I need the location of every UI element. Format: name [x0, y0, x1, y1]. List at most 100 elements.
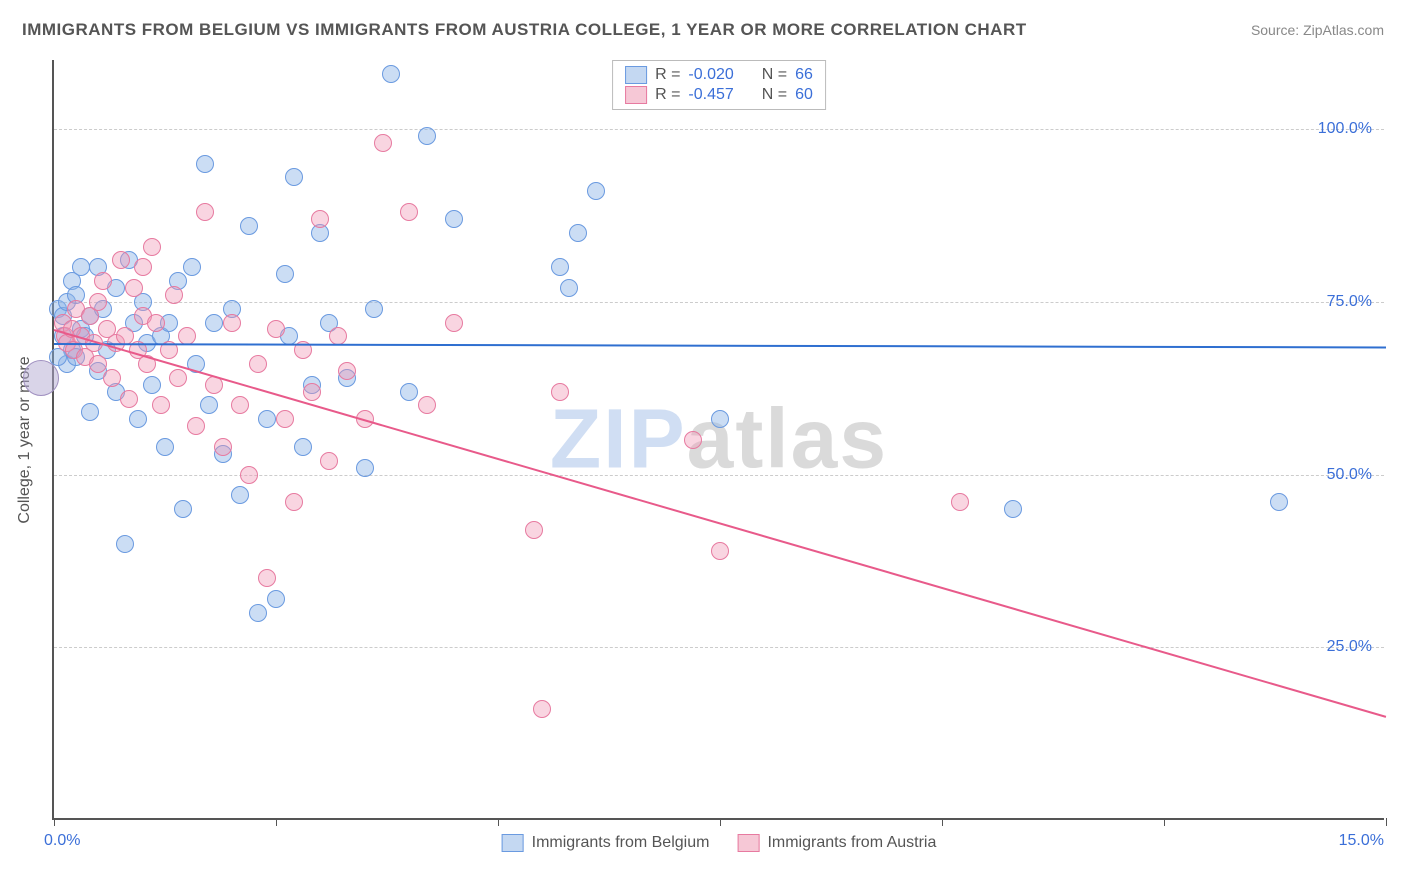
scatter-point — [125, 279, 143, 297]
legend-series: Immigrants from Belgium Immigrants from A… — [502, 834, 937, 852]
scatter-point — [223, 314, 241, 332]
scatter-point — [267, 320, 285, 338]
scatter-point — [684, 431, 702, 449]
x-tick — [1164, 818, 1165, 826]
legend-swatch — [737, 834, 759, 852]
legend-label: Immigrants from Belgium — [532, 834, 710, 852]
chart-title: IMMIGRANTS FROM BELGIUM VS IMMIGRANTS FR… — [22, 20, 1027, 40]
legend-n-value: 60 — [795, 86, 813, 104]
scatter-point — [205, 314, 223, 332]
source-prefix: Source: — [1251, 22, 1303, 38]
scatter-point — [329, 327, 347, 345]
gridline — [54, 129, 1384, 130]
legend-label: Immigrants from Austria — [767, 834, 936, 852]
scatter-point — [525, 521, 543, 539]
legend-correlation: R = -0.020N = 66R = -0.457N = 60 — [612, 60, 826, 110]
watermark-zip: ZIP — [550, 392, 687, 486]
legend-r-value: -0.457 — [688, 86, 733, 104]
scatter-point — [196, 155, 214, 173]
legend-item: Immigrants from Austria — [737, 834, 936, 852]
scatter-point — [249, 355, 267, 373]
legend-r-label: R = — [655, 86, 680, 104]
scatter-point — [1270, 493, 1288, 511]
scatter-point — [169, 369, 187, 387]
scatter-point — [89, 293, 107, 311]
scatter-point — [129, 410, 147, 428]
scatter-point — [240, 466, 258, 484]
legend-row: R = -0.020N = 66 — [625, 65, 813, 85]
scatter-point — [143, 238, 161, 256]
scatter-point — [174, 500, 192, 518]
gridline — [54, 647, 1384, 648]
gridline — [54, 302, 1384, 303]
scatter-point — [147, 314, 165, 332]
source-credit: Source: ZipAtlas.com — [1251, 22, 1384, 38]
scatter-point — [365, 300, 383, 318]
scatter-point — [418, 127, 436, 145]
x-tick — [720, 818, 721, 826]
scatter-point — [258, 410, 276, 428]
scatter-point — [23, 360, 59, 396]
y-tick-label: 25.0% — [1327, 638, 1372, 656]
scatter-point — [187, 417, 205, 435]
y-tick-label: 100.0% — [1318, 120, 1372, 138]
scatter-point — [560, 279, 578, 297]
scatter-point — [303, 383, 321, 401]
scatter-point — [214, 438, 232, 456]
scatter-point — [143, 376, 161, 394]
scatter-point — [951, 493, 969, 511]
scatter-point — [231, 396, 249, 414]
scatter-point — [249, 604, 267, 622]
scatter-point — [94, 272, 112, 290]
legend-n-label: N = — [762, 86, 787, 104]
legend-swatch — [625, 86, 647, 104]
legend-swatch — [625, 66, 647, 84]
watermark: ZIPatlas — [550, 391, 888, 488]
scatter-point — [338, 362, 356, 380]
scatter-point — [418, 396, 436, 414]
source-link[interactable]: ZipAtlas.com — [1303, 22, 1384, 38]
trend-line — [54, 343, 1386, 348]
scatter-point — [116, 535, 134, 553]
y-tick-label: 75.0% — [1327, 293, 1372, 311]
scatter-point — [231, 486, 249, 504]
x-tick — [1386, 818, 1387, 826]
scatter-point — [120, 390, 138, 408]
scatter-point — [152, 396, 170, 414]
x-tick — [942, 818, 943, 826]
scatter-point — [276, 410, 294, 428]
scatter-point — [285, 168, 303, 186]
scatter-point — [258, 569, 276, 587]
legend-r-value: -0.020 — [688, 66, 733, 84]
scatter-point — [311, 210, 329, 228]
scatter-point — [285, 493, 303, 511]
plot-area: ZIPatlas R = -0.020N = 66R = -0.457N = 6… — [52, 60, 1384, 820]
x-axis-max-label: 15.0% — [1339, 832, 1384, 850]
scatter-point — [103, 369, 121, 387]
scatter-point — [445, 210, 463, 228]
x-axis-min-label: 0.0% — [44, 832, 80, 850]
scatter-point — [374, 134, 392, 152]
scatter-point — [1004, 500, 1022, 518]
legend-n-label: N = — [762, 66, 787, 84]
x-tick — [276, 818, 277, 826]
scatter-point — [400, 383, 418, 401]
legend-item: Immigrants from Belgium — [502, 834, 710, 852]
y-tick-label: 50.0% — [1327, 466, 1372, 484]
scatter-point — [196, 203, 214, 221]
scatter-point — [134, 258, 152, 276]
scatter-point — [587, 182, 605, 200]
scatter-point — [81, 403, 99, 421]
legend-r-label: R = — [655, 66, 680, 84]
scatter-point — [267, 590, 285, 608]
scatter-point — [320, 452, 338, 470]
scatter-point — [356, 459, 374, 477]
scatter-point — [276, 265, 294, 283]
legend-row: R = -0.457 N = 60 — [625, 85, 813, 105]
scatter-point — [400, 203, 418, 221]
scatter-point — [711, 542, 729, 560]
x-tick — [498, 818, 499, 826]
scatter-point — [112, 251, 130, 269]
scatter-point — [533, 700, 551, 718]
scatter-point — [551, 383, 569, 401]
